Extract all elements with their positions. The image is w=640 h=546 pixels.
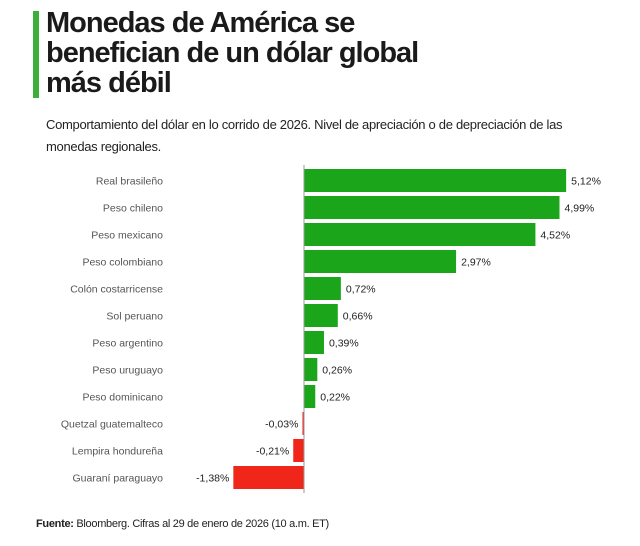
category-label: Peso chileno [103,203,163,215]
data-label: 4,99% [564,203,594,215]
source-label: Fuente: [36,518,74,530]
source-footnote: Fuente: Bloomberg. Cifras al 29 de enero… [36,518,329,530]
data-label: -0,21% [256,446,289,458]
title-accent-bar [33,11,39,98]
bar [304,223,536,246]
bar [304,169,567,192]
bar [302,412,304,435]
data-label: 0,22% [320,392,350,404]
chart-subtitle: Comportamiento del dólar en lo corrido d… [46,117,563,154]
data-label: 0,39% [329,338,359,350]
data-label: 2,97% [461,257,491,269]
bar [304,385,316,408]
data-label: 4,52% [540,230,570,242]
data-label: -0,03% [265,419,298,431]
category-label: Colón costarricense [70,284,163,296]
category-label: Peso argentino [92,338,163,350]
data-label: -1,38% [196,473,229,485]
data-label: 0,26% [322,365,352,377]
category-label: Sol peruano [106,311,163,323]
bar [293,439,304,462]
category-label: Guaraní paraguayo [73,473,164,485]
bar [304,331,324,354]
category-label: Peso colombiano [82,257,163,269]
category-label: Peso dominicano [82,392,163,404]
data-label: 0,72% [346,284,376,296]
source-text: Bloomberg. Cifras al 29 de enero de 2026… [73,518,329,530]
data-label: 0,66% [343,311,373,323]
bar [304,277,341,300]
bar [233,466,304,489]
category-label: Quetzal guatemalteco [61,419,163,431]
category-label: Peso uruguayo [92,365,163,377]
bar [304,304,338,327]
category-label: Real brasileño [96,176,163,188]
page-title: Monedas de América se benefician de un d… [46,7,419,99]
category-label: Lempira hondureña [72,446,163,458]
bar [304,358,318,381]
data-label: 5,12% [571,176,601,188]
category-label: Peso mexicano [91,230,163,242]
bar [304,250,457,273]
bar [304,196,560,219]
